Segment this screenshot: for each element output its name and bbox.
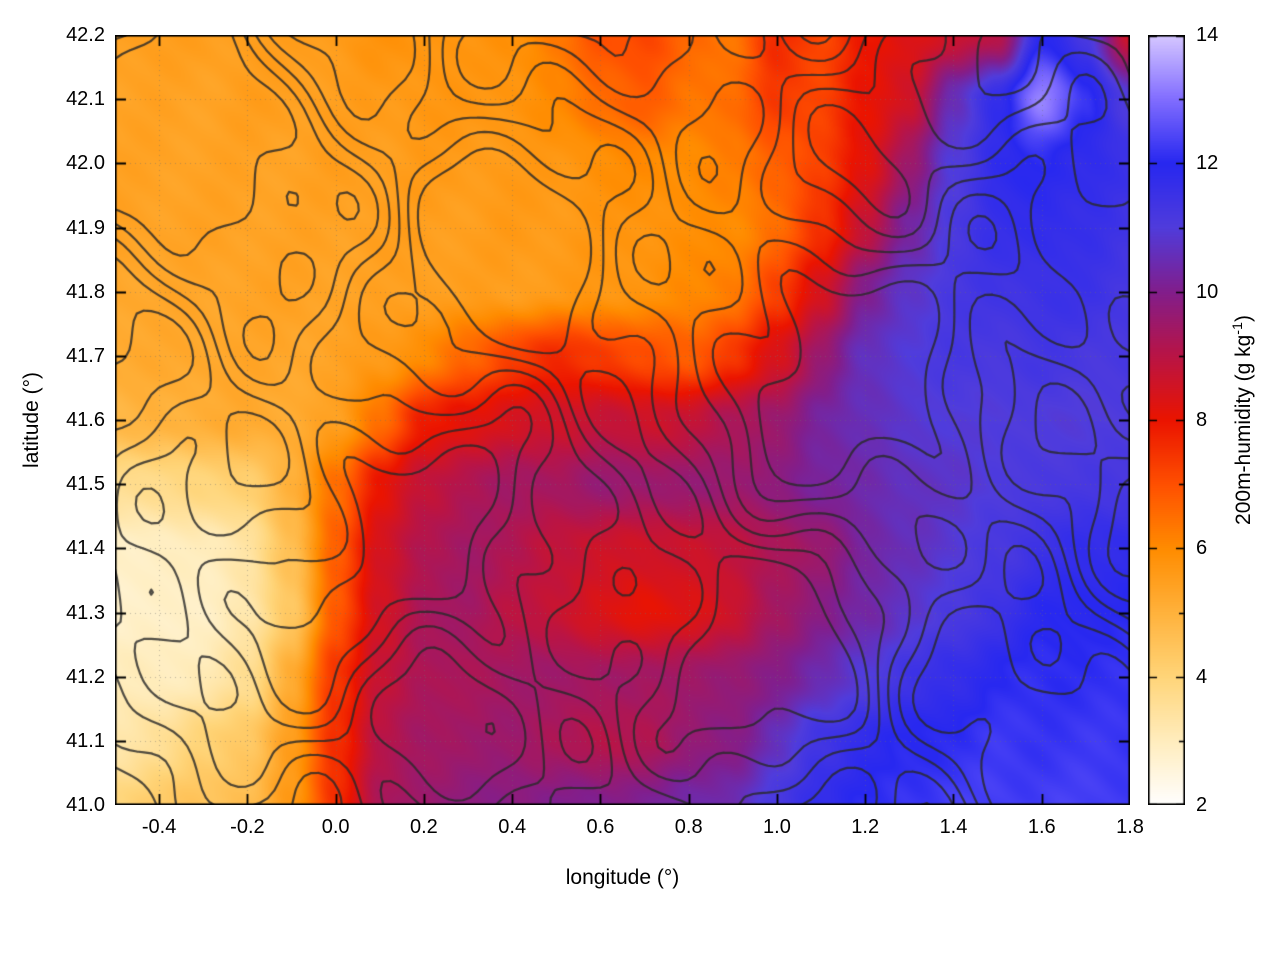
y-tick-label: 42.0 xyxy=(66,152,105,175)
colorbar-tick-label: 2 xyxy=(1196,794,1208,816)
colorbar-title-end: ) xyxy=(1232,315,1255,323)
y-tick-label: 41.1 xyxy=(66,729,105,752)
y-tick-label: 41.9 xyxy=(66,216,105,239)
x-tick-label: 1.2 xyxy=(851,816,880,838)
y-tick-label: 41.6 xyxy=(66,409,105,431)
heatmap-plot-canvas xyxy=(115,35,1130,805)
colorbar-tick-label: 12 xyxy=(1196,152,1219,175)
x-tick-label: -0.2 xyxy=(230,816,265,838)
y-tick-label: 41.5 xyxy=(66,473,105,496)
x-tick-label: 0.4 xyxy=(498,816,527,838)
x-tick-label: 1.6 xyxy=(1027,816,1056,838)
y-tick-label: 41.0 xyxy=(66,794,105,816)
colorbar-tick-label: 4 xyxy=(1196,665,1208,688)
x-tick-label: 0.0 xyxy=(321,816,350,838)
y-tick-label: 42.1 xyxy=(66,88,105,111)
x-tick-label: 1.8 xyxy=(1116,816,1144,838)
y-tick-label: 41.4 xyxy=(66,537,105,560)
x-axis-title: longitude (°) xyxy=(565,866,680,889)
colorbar-title-superscript: -1 xyxy=(1230,322,1246,335)
colorbar-title: 200m-humidity (g kg-1) xyxy=(1230,315,1256,525)
colorbar-tick-label: 10 xyxy=(1196,280,1219,303)
colorbar xyxy=(1148,35,1185,805)
x-tick-label: 0.2 xyxy=(410,816,438,838)
colorbar-title-main: 200m-humidity (g kg xyxy=(1232,334,1255,525)
x-tick-label: -0.4 xyxy=(141,816,177,838)
y-tick-label: 41.3 xyxy=(66,601,105,624)
colorbar-tick-label: 8 xyxy=(1196,409,1208,431)
x-tick-label: 1.4 xyxy=(939,816,968,838)
y-tick-label: 41.2 xyxy=(66,665,105,688)
colorbar-tick-label: 14 xyxy=(1196,24,1219,46)
y-tick-label: 42.2 xyxy=(66,24,105,46)
y-tick-label: 41.7 xyxy=(66,344,105,367)
x-tick-label: 1.0 xyxy=(763,816,791,838)
y-axis-title: latitude (°) xyxy=(20,372,43,468)
x-tick-label: 0.8 xyxy=(674,816,703,838)
colorbar-tick-label: 6 xyxy=(1196,537,1208,560)
y-tick-label: 41.8 xyxy=(66,280,105,303)
x-tick-label: 0.6 xyxy=(586,816,615,838)
